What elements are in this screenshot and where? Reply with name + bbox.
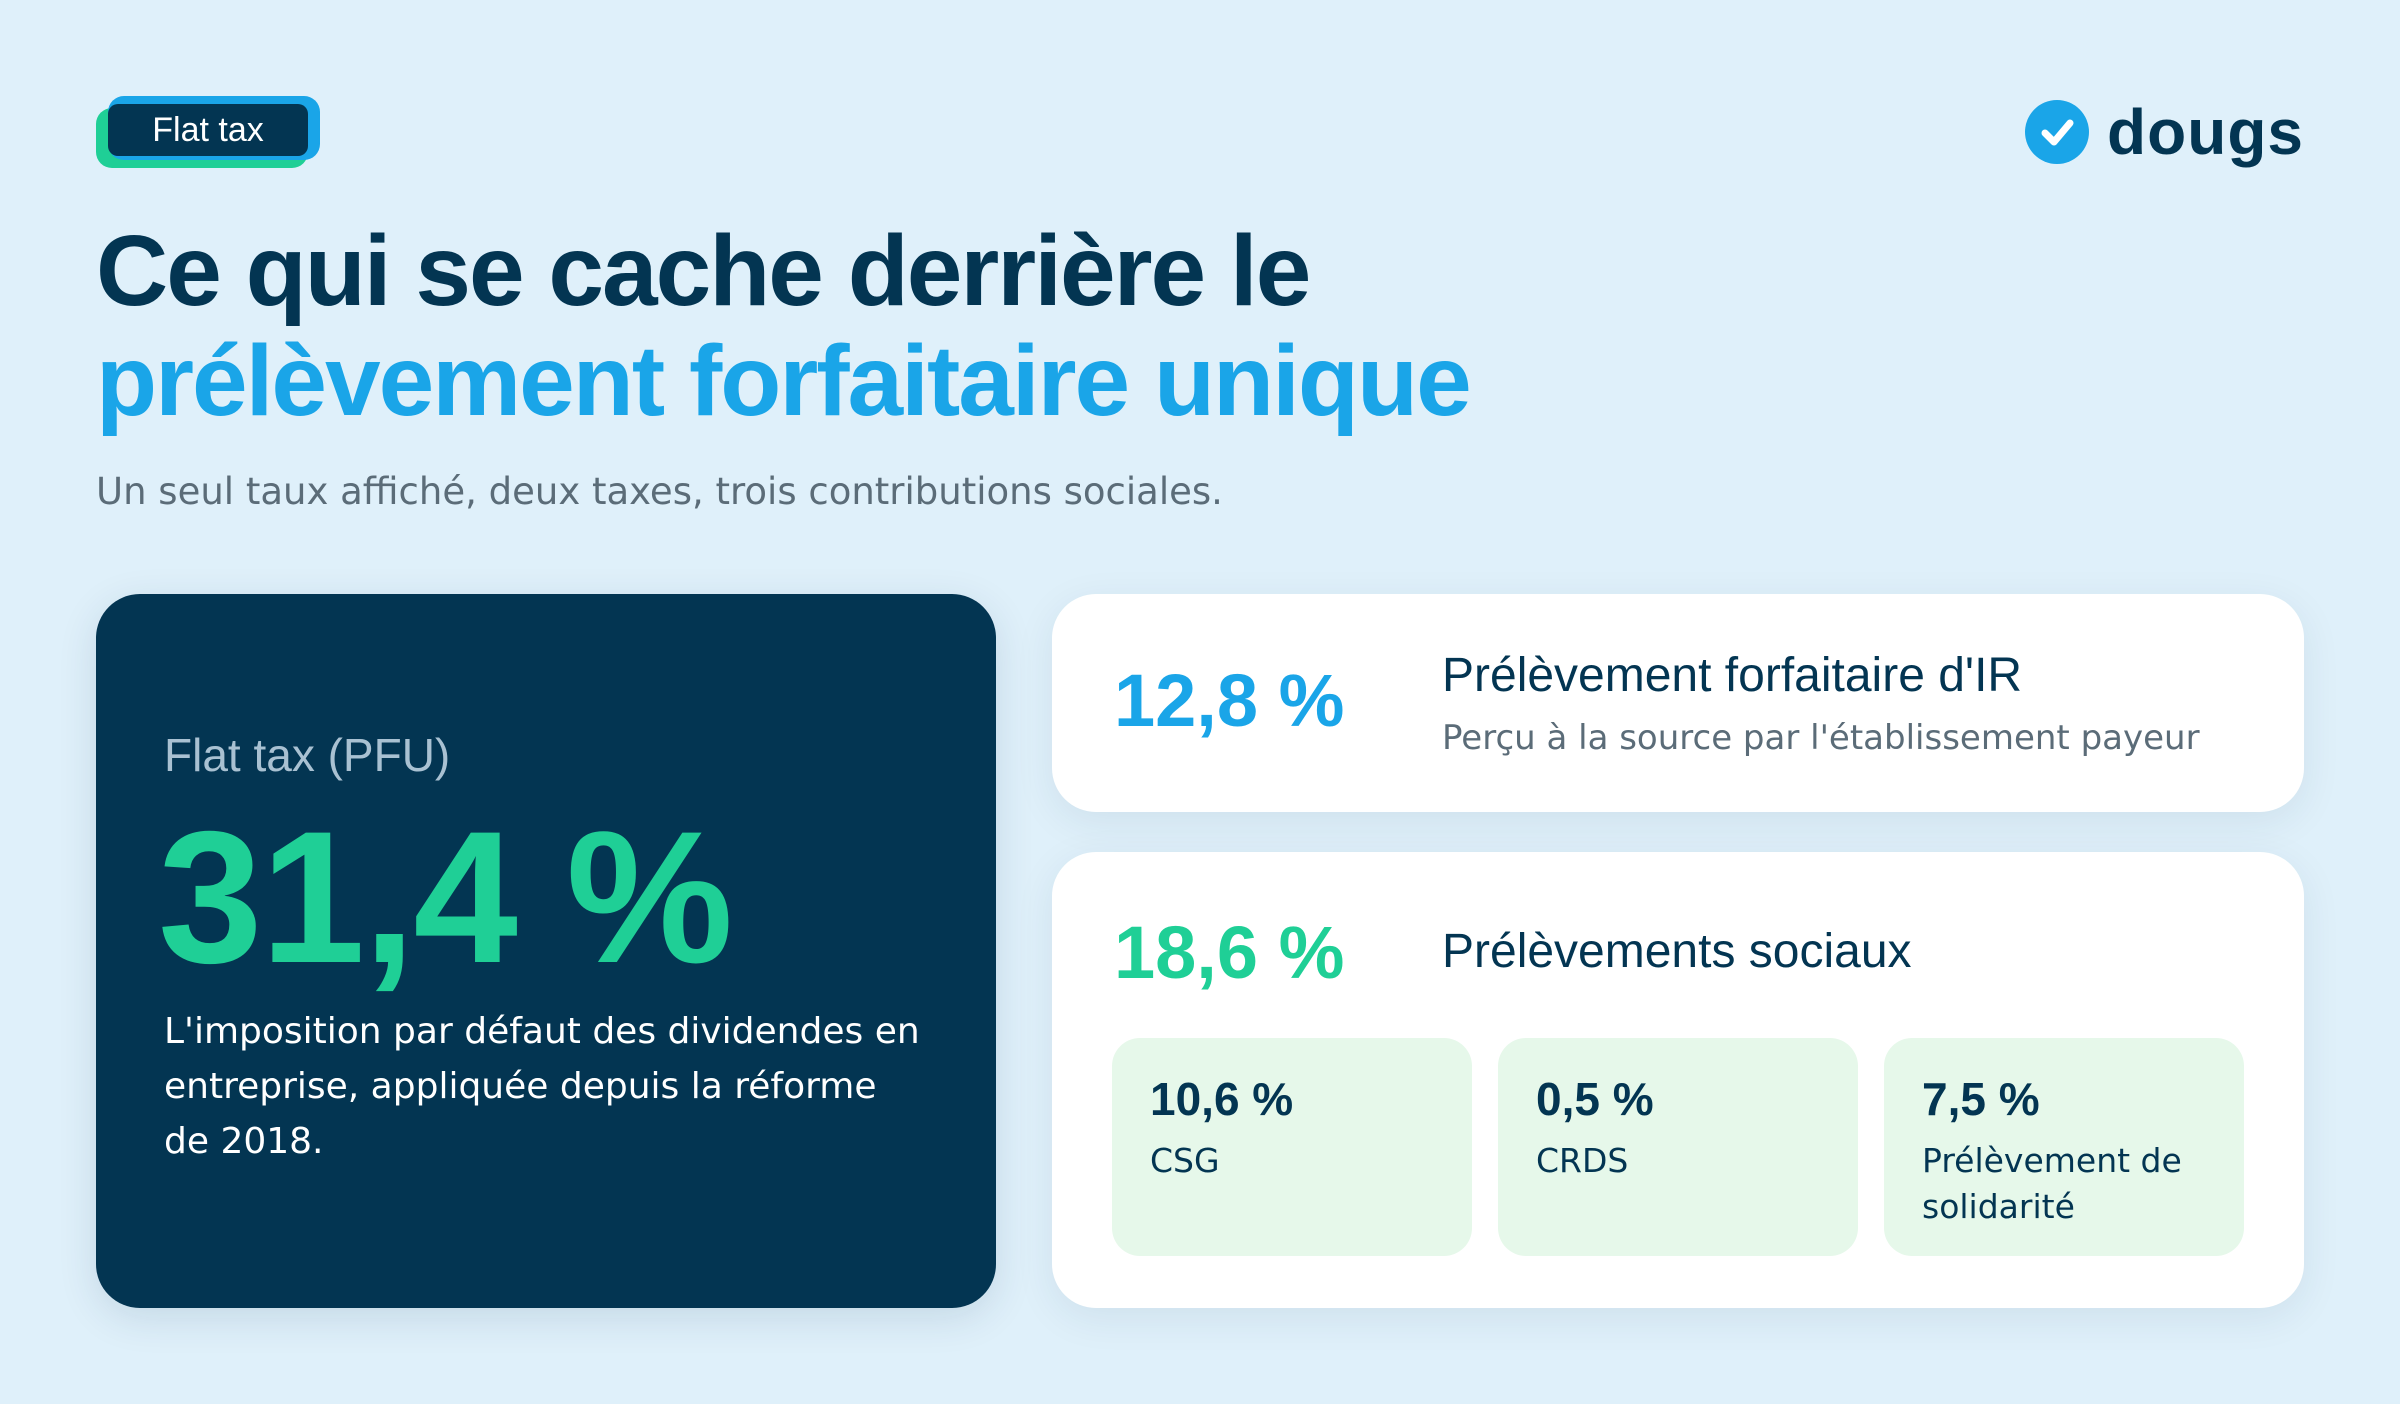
csg-card: 10,6 % CSG [1112,1038,1472,1256]
solidarity-name: Prélèvement de solidarité [1922,1141,2182,1226]
solidarity-rate: 7,5 % [1922,1073,2040,1125]
flat-tax-description: L'imposition par défaut des dividendes e… [164,1011,920,1162]
brand-logo: dougs [2025,92,2304,172]
solidarity-card: 7,5 % Prélèvement de solidarité [1884,1038,2244,1256]
social-rate: 18,6 % [1114,911,1345,994]
flat-tax-rate: 31,4 % [158,792,733,1002]
csg-rate: 10,6 % [1150,1073,1294,1125]
page-title: Ce qui se cache derrière le prélèvement … [96,216,1696,436]
crds-card: 0,5 % CRDS [1498,1038,1858,1256]
title-line-1: Ce qui se cache derrière le [96,215,1311,327]
ir-title: Prélèvement forfaitaire d'IR [1442,649,2023,702]
csg-name: CSG [1150,1141,1220,1180]
badge-label: Flat tax [108,104,308,156]
social-card: 18,6 % Prélèvements sociaux 10,6 % CSG 0… [1052,852,2304,1308]
ir-rate: 12,8 % [1114,659,1345,742]
check-circle-icon [2025,100,2090,164]
ir-card: 12,8 % Prélèvement forfaitaire d'IR Perç… [1052,594,2304,812]
ir-subtitle: Perçu à la source par l'établissement pa… [1442,718,2200,758]
brand-name: dougs [2107,96,2304,168]
flat-tax-label: Flat tax (PFU) [164,729,451,781]
category-badge: Flat tax [96,96,320,172]
crds-name: CRDS [1536,1141,1629,1180]
page-subtitle: Un seul taux affiché, deux taxes, trois … [96,470,1223,513]
flat-tax-card: Flat tax (PFU) 31,4 % L'imposition par d… [96,594,996,1308]
social-title: Prélèvements sociaux [1442,925,1912,978]
crds-rate: 0,5 % [1536,1073,1654,1125]
title-line-2: prélèvement forfaitaire unique [96,325,1472,437]
